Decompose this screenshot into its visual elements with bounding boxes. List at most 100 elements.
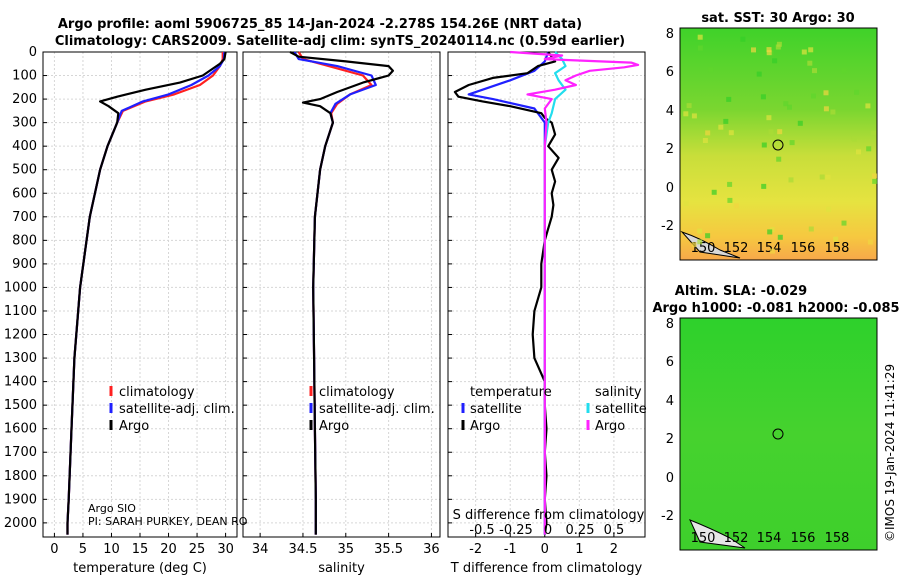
map-x-tick-label: 150 [691,241,716,256]
y-tick-label: 400 [12,139,37,154]
legend-label: Argo [119,419,149,434]
panel-temperature: 0 5 10 15 20 25 30 temperature (deg C) 0 100 200 30… [4,45,248,576]
sst-pixel [851,136,857,142]
series-temperature-satellite [467,51,550,535]
sst-pixel [808,47,814,53]
legend-label: Argo [595,419,625,434]
sst-pixel [807,60,813,66]
map-y-tick-label: 8 [666,317,674,332]
sst-pixel [723,118,729,124]
sst-pixel [819,174,825,180]
series-temperature-argo [453,51,560,535]
legend-label: Argo [319,419,349,434]
sst-pixel [766,115,772,121]
sst-pixel [788,177,794,183]
map-x-tick-label: 154 [757,241,782,256]
sst-pixel [854,89,860,95]
sst-pixel [697,45,703,51]
x-tick-label: 25 [189,542,206,557]
sst-pixel [770,248,775,254]
y-tick-label: 0 [29,45,37,60]
legend-label: climatology [119,385,195,400]
legend-label: salinity [595,385,642,400]
x-axis-label: temperature (deg C) [73,561,207,576]
legend-label: satellite [470,402,522,417]
x-axis-label: T difference from climatology [450,561,643,576]
series-argo [289,51,394,535]
y-tick-label: 300 [12,116,37,131]
map-x-tick-label: 156 [791,531,816,546]
sst-pixel [697,239,703,245]
y-tick-label: 1700 [4,445,37,460]
panel-salinity: 34 34.5 35 35.5 36 salinity climatology satelli… [242,51,441,576]
map-y-tick-label: -2 [661,509,674,524]
sst-pixel [756,71,762,77]
sst-pixel [787,104,792,110]
sst-pixel [866,146,872,152]
y-tick-label: 1900 [4,492,37,507]
y-tick-label: 900 [12,257,37,272]
sla-map: Altim. SLA: -0.029 Argo h1000: -0.081 h2… [652,284,900,551]
y-tick-label: 1100 [4,304,37,319]
sst-pixel [691,242,697,248]
sst-pixel [683,111,689,117]
sst-pixel [727,181,733,187]
sst-pixel [841,220,847,226]
x-tick-label: 15 [132,542,149,557]
sst-pixel [856,149,861,155]
sla-coast [689,519,746,549]
sst-pixel [766,50,772,56]
sla-map-field [679,317,878,551]
sst-pixel [728,130,734,136]
sst-pixel [830,109,836,115]
sst-pixel [812,68,817,74]
map-x-tick-label: 152 [724,531,749,546]
legend-label: satellite [595,402,647,417]
y-tick-label: 1300 [4,351,37,366]
sst-pixel [705,233,711,239]
sst-pixel [711,189,717,195]
sst-pixel [783,101,789,107]
series-argo [66,51,227,535]
sst-pixel [768,129,774,135]
series-climatology [66,52,224,535]
x-tick-label: 1 [575,542,583,557]
imos-credit: ©IMOS 19-Jan-2024 11:41:29 [883,364,897,542]
series-satellite-adj-clim- [66,51,226,535]
map-x-tick-label: 158 [825,531,850,546]
sla-map-title2: Argo h1000: -0.081 h2000: -0.085 [652,301,899,316]
sst-pixel [776,41,782,47]
x-tick-label: 30 [217,542,234,557]
x-tick-label: 20 [160,542,177,557]
x-tick-label: 34 [252,542,269,557]
y-tick-label: 1800 [4,469,37,484]
y-tick-label: 600 [12,186,37,201]
sst-pixel [697,228,703,234]
sst-pixel [872,173,878,179]
sst-map-field [679,27,878,261]
sst-pixel [867,239,873,245]
y-tick-label: 1500 [4,398,37,413]
y-tick-label: 100 [12,69,37,84]
series-satellite-adj-clim- [293,51,377,535]
map-x-tick-label: 158 [825,241,850,256]
sst-map: sat. SST: 30 Argo: 30 150 152 154 156 158 8 6 4… [661,11,878,261]
map-y-tick-label: 0 [666,471,674,486]
sst-coast [680,230,741,259]
sst-pixel [705,130,711,136]
x-tick-label: 5 [79,542,87,557]
sst-pixel [776,156,782,162]
sst-pixel [686,103,692,109]
x-tick-label: 0 [541,542,549,557]
x-tick-label: 35 [338,542,355,557]
sst-pixel [761,142,767,148]
annotation-pi: PI: SARAH PURKEY, DEAN RO [88,515,248,528]
sst-pixel [826,206,832,212]
legend-label: satellite-adj. clim. [319,402,435,417]
sst-pixel [872,178,878,184]
sst-pixel [683,200,689,206]
sla-map-title1: Altim. SLA: -0.029 [675,284,807,299]
sst-pixel [761,183,767,189]
x-tick-label: 2 [610,542,618,557]
y-tick-label: 1600 [4,422,37,437]
